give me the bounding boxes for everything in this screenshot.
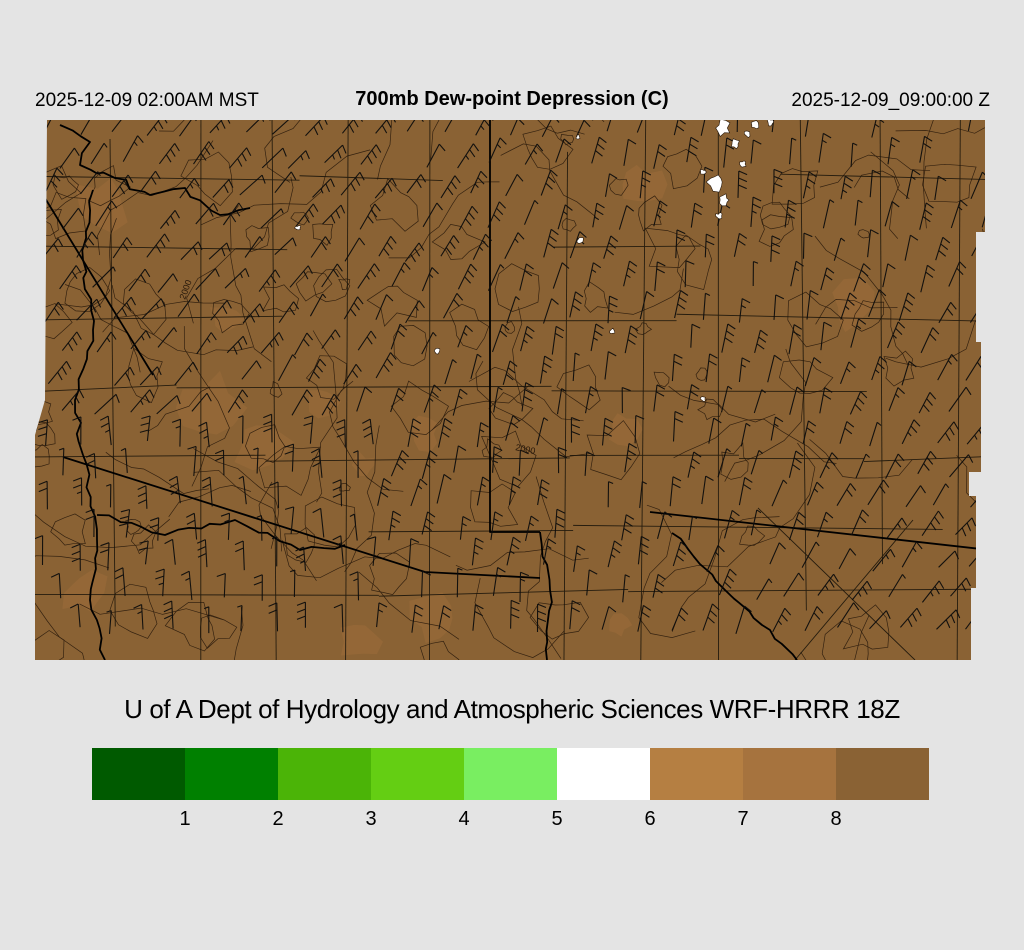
colorbar-tick-label: 8 — [830, 808, 842, 830]
colorbar-tick-label: 6 — [644, 808, 656, 830]
colorbar-segment — [278, 748, 371, 800]
forecast-map: 2000 2000 — [35, 120, 990, 660]
colorbar-tick-label: 3 — [365, 808, 377, 830]
colorbar-segment — [650, 748, 743, 800]
model-caption: U of A Dept of Hydrology and Atmospheric… — [124, 694, 900, 724]
colorbar-segment — [92, 748, 185, 800]
colorbar-tick-label: 2 — [272, 808, 284, 830]
page-title: 700mb Dew-point Depression (C) — [355, 88, 669, 110]
colorbar-segment — [464, 748, 557, 800]
colorbar-tick-label: 4 — [458, 808, 470, 830]
colorbar — [92, 748, 929, 800]
colorbar-segment — [371, 748, 464, 800]
svg-text:2000: 2000 — [515, 442, 537, 456]
colorbar-segment — [557, 748, 650, 800]
valid-time-utc: 2025-12-09_09:00:00 Z — [791, 90, 990, 111]
colorbar-segment — [836, 748, 929, 800]
colorbar-tick-label: 5 — [551, 808, 563, 830]
colorbar-segment — [743, 748, 836, 800]
colorbar-segment — [185, 748, 278, 800]
colorbar-tick-label: 1 — [179, 808, 191, 830]
valid-time-local: 2025-12-09 02:00AM MST — [35, 90, 259, 111]
colorbar-tick-label: 7 — [737, 808, 749, 830]
